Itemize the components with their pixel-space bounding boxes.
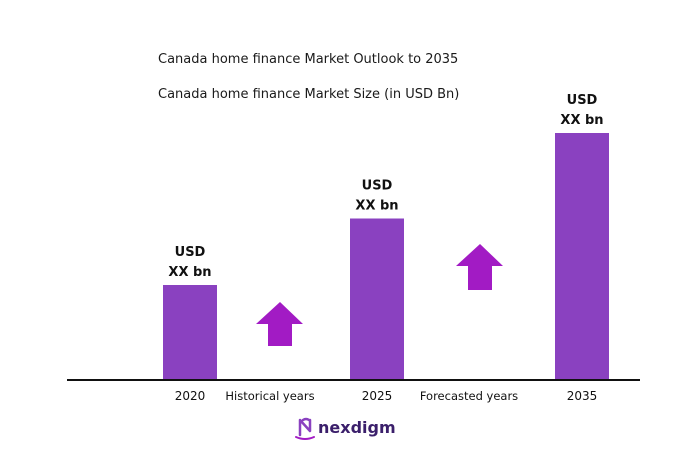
bar-value-label-2035-line1: USD xyxy=(567,93,598,108)
period-label-forecasted: Forecasted years xyxy=(420,389,518,403)
bars-group xyxy=(163,133,609,380)
growth-arrow-forecasted-icon xyxy=(456,244,503,290)
bar-2020 xyxy=(163,285,217,380)
bar-value-label-2025-line1: USD xyxy=(362,179,393,194)
x-tick-label-2035: 2035 xyxy=(567,389,598,403)
bar-value-label-2020-line1: USD xyxy=(175,245,206,260)
growth-arrow-historical-icon xyxy=(256,302,303,346)
bar-value-label-2025-line2: XX bn xyxy=(355,199,398,214)
chart-subtitle: Canada home finance Market Size (in USD … xyxy=(158,87,459,102)
bar-value-label-2020-line2: XX bn xyxy=(168,265,211,280)
bar-2025 xyxy=(350,218,404,380)
nexdigm-logo-icon xyxy=(295,417,315,440)
period-label-historical: Historical years xyxy=(225,389,314,403)
bar-value-label-2035-line2: XX bn xyxy=(560,113,603,128)
bar-2035 xyxy=(555,133,609,380)
chart-title: Canada home finance Market Outlook to 20… xyxy=(158,52,458,67)
x-tick-label-2025: 2025 xyxy=(362,389,393,403)
value-labels-group: USD XX bn USD XX bn USD XX bn xyxy=(168,93,603,280)
x-tick-label-2020: 2020 xyxy=(175,389,206,403)
x-tick-labels: 2020 2025 2035 xyxy=(175,389,598,403)
brand-name: nexdigm xyxy=(318,418,396,437)
